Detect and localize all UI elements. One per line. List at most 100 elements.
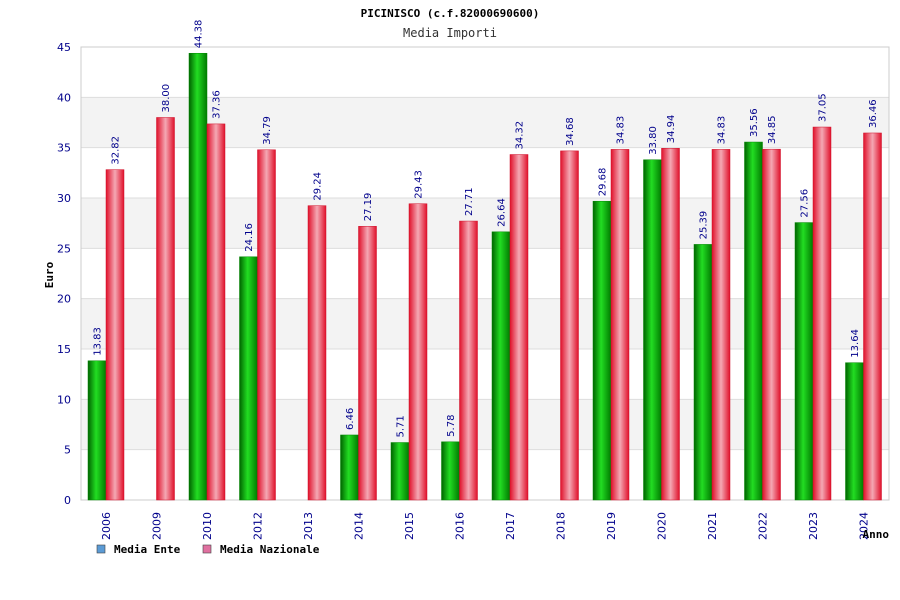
data-label: 37.36 bbox=[212, 90, 223, 119]
data-label: 13.64 bbox=[850, 329, 861, 358]
bar-media-ente bbox=[239, 256, 258, 501]
bar-media-ente bbox=[693, 244, 713, 501]
x-tick-label: 2018 bbox=[555, 512, 568, 540]
data-label: 29.24 bbox=[313, 172, 324, 201]
y-axis-ticks: 0 5 10 15 20 25 30 35 40 45 bbox=[57, 41, 71, 507]
y-tick-label: 45 bbox=[57, 41, 71, 54]
bar-media-nazionale bbox=[105, 169, 125, 501]
data-label: 34.85 bbox=[767, 116, 778, 145]
bar-media-nazionale bbox=[257, 149, 276, 501]
bar-media-nazionale bbox=[661, 148, 680, 501]
legend-swatch-media-ente bbox=[96, 544, 106, 554]
data-label: 34.79 bbox=[262, 116, 273, 145]
data-label: 27.19 bbox=[363, 193, 374, 222]
bar-media-ente bbox=[592, 200, 612, 501]
chart-subtitle: Media Importi bbox=[403, 26, 497, 40]
data-label: 24.16 bbox=[244, 223, 255, 252]
bar-media-nazionale bbox=[358, 226, 377, 501]
data-label: 44.38 bbox=[194, 20, 205, 49]
data-label: 27.71 bbox=[464, 187, 475, 216]
x-tick-label: 2010 bbox=[201, 512, 214, 540]
bar-media-nazionale bbox=[156, 117, 175, 501]
x-tick-label: 2023 bbox=[807, 512, 820, 540]
y-tick-label: 30 bbox=[57, 192, 71, 205]
bar-media-ente bbox=[744, 141, 763, 501]
x-tick-label: 2024 bbox=[858, 512, 871, 540]
y-tick-label: 20 bbox=[57, 293, 71, 306]
bar-media-ente bbox=[188, 52, 208, 501]
bar-media-nazionale bbox=[610, 149, 630, 501]
data-labels: 13.83 32.82 38.00 44.38 37.36 24.16 34.79 29.24… bbox=[93, 20, 880, 438]
chart-title: PICINISCO (c.f.82000690600) bbox=[361, 7, 540, 20]
legend-swatch-media-nazionale bbox=[202, 544, 212, 554]
data-label: 27.56 bbox=[800, 189, 811, 218]
y-tick-label: 10 bbox=[57, 393, 71, 406]
bar-media-nazionale bbox=[560, 150, 579, 501]
x-tick-label: 2013 bbox=[302, 512, 315, 540]
bar-media-nazionale bbox=[459, 220, 478, 501]
legend-label-media-nazionale: Media Nazionale bbox=[220, 543, 320, 556]
bars bbox=[87, 52, 882, 501]
x-tick-label: 2016 bbox=[454, 512, 467, 540]
bar-media-ente bbox=[87, 360, 107, 501]
plot-frame bbox=[80, 46, 890, 501]
y-tick-label: 15 bbox=[57, 343, 71, 356]
bar-media-nazionale bbox=[509, 154, 529, 501]
bar-media-nazionale bbox=[408, 203, 428, 501]
data-label: 38.00 bbox=[161, 84, 172, 113]
y-tick-label: 0 bbox=[64, 494, 71, 507]
x-tick-label: 2017 bbox=[504, 512, 517, 540]
x-axis-label: Anno bbox=[863, 528, 890, 541]
bar-media-nazionale bbox=[711, 149, 731, 501]
legend: Media Ente Media Nazionale bbox=[96, 543, 320, 556]
bar-media-ente bbox=[794, 222, 814, 501]
x-tick-label: 2006 bbox=[100, 512, 113, 540]
y-tick-label: 40 bbox=[57, 91, 71, 104]
x-tick-label: 2020 bbox=[656, 512, 669, 540]
x-tick-label: 2015 bbox=[403, 512, 416, 540]
data-label: 26.64 bbox=[497, 198, 508, 227]
data-label: 6.46 bbox=[345, 408, 356, 430]
data-label: 32.82 bbox=[111, 136, 122, 165]
data-label: 13.83 bbox=[93, 327, 104, 356]
bar-media-ente bbox=[491, 231, 511, 501]
data-label: 5.78 bbox=[446, 415, 457, 437]
data-label: 33.80 bbox=[648, 126, 659, 155]
data-label: 37.05 bbox=[818, 93, 829, 122]
bar-media-ente bbox=[390, 442, 410, 501]
x-axis-ticks: 2006 2009 2010 2012 2013 2014 2015 2016 2017 2018… bbox=[100, 512, 871, 540]
grid-band bbox=[81, 47, 889, 98]
y-tick-label: 5 bbox=[64, 444, 71, 457]
y-tick-label: 25 bbox=[57, 242, 71, 255]
data-label: 34.68 bbox=[565, 117, 576, 146]
y-tick-label: 35 bbox=[57, 142, 71, 155]
bar-media-nazionale bbox=[812, 126, 832, 501]
data-label: 34.83 bbox=[717, 116, 728, 145]
x-tick-label: 2009 bbox=[151, 512, 164, 540]
x-tick-label: 2012 bbox=[252, 512, 265, 540]
data-label: 29.43 bbox=[414, 170, 425, 199]
bar-media-nazionale bbox=[307, 205, 327, 501]
x-tick-label: 2019 bbox=[605, 512, 618, 540]
data-label: 29.68 bbox=[598, 168, 609, 197]
bar-media-ente bbox=[643, 159, 662, 501]
x-tick-label: 2022 bbox=[757, 512, 770, 540]
data-label: 34.32 bbox=[515, 121, 526, 150]
x-tick-label: 2021 bbox=[706, 512, 719, 540]
bar-media-nazionale bbox=[863, 132, 882, 501]
bar-media-ente bbox=[340, 434, 359, 501]
data-label: 34.94 bbox=[666, 115, 677, 144]
data-label: 25.39 bbox=[699, 211, 710, 240]
data-label: 36.46 bbox=[868, 99, 879, 128]
bar-media-nazionale bbox=[206, 123, 226, 501]
bar-media-nazionale bbox=[762, 148, 781, 501]
data-label: 34.83 bbox=[616, 116, 627, 145]
data-label: 5.71 bbox=[396, 415, 407, 437]
bar-media-ente bbox=[845, 362, 864, 501]
x-tick-label: 2014 bbox=[353, 512, 366, 540]
data-label: 35.56 bbox=[749, 108, 760, 137]
y-axis-label: Euro bbox=[43, 261, 56, 288]
bar-media-ente bbox=[441, 441, 460, 501]
legend-label-media-ente: Media Ente bbox=[114, 543, 181, 556]
